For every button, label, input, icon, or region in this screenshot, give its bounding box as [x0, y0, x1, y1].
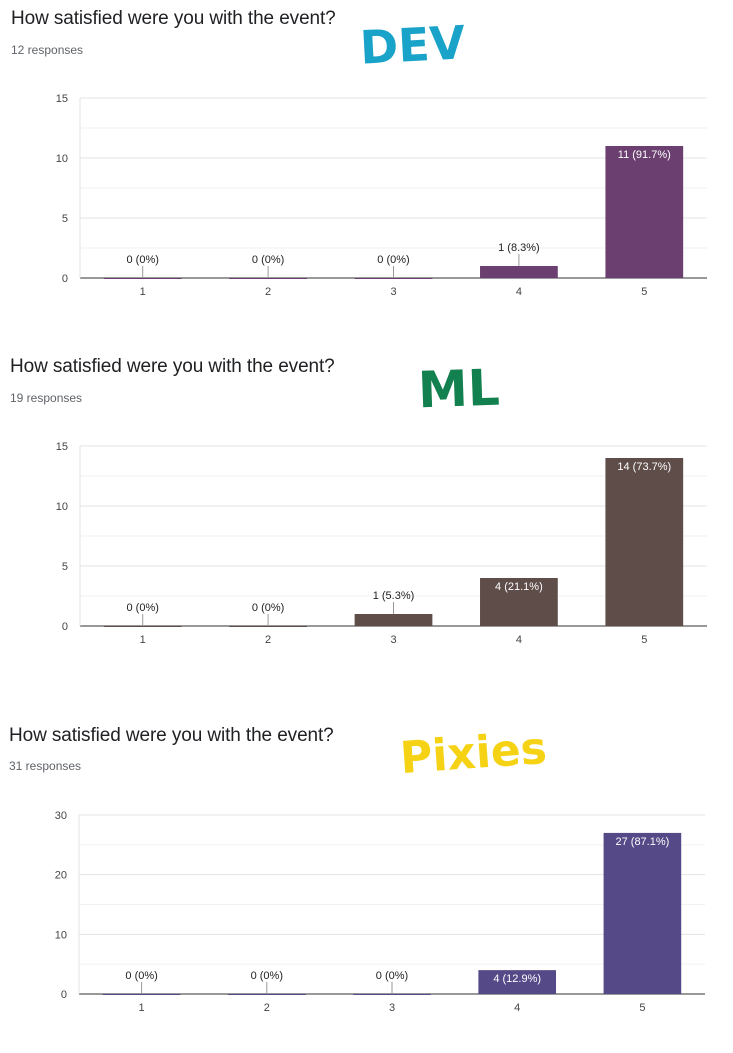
data-label: 0 (0%) [126, 602, 158, 614]
x-tick-label: 3 [390, 286, 396, 298]
data-label: 11 (91.7%) [618, 149, 671, 161]
x-tick-label: 2 [264, 1002, 270, 1014]
data-label: 0 (0%) [126, 254, 158, 266]
x-tick-label: 3 [389, 1002, 395, 1014]
y-tick-label: 15 [56, 93, 68, 105]
y-tick-label: 20 [55, 870, 67, 882]
bar [478, 970, 557, 994]
y-tick-label: 5 [62, 213, 68, 225]
x-tick-label: 4 [516, 286, 522, 298]
bar [102, 994, 181, 995]
bar [103, 278, 182, 279]
bar-chart-pixies: 0 10 20 30 1 0 (0%) 2 0 (0%) 3 0 (0%) 4 4 (12.9%) 5 2… [55, 810, 705, 1014]
y-tick-label: 30 [55, 810, 67, 822]
bar [229, 626, 307, 627]
bar [227, 994, 306, 995]
y-tick-label: 10 [55, 929, 67, 941]
question-title: How satisfied were you with the event? [11, 8, 336, 29]
bar-chart-ml: 0 5 10 15 1 0 (0%) 2 0 (0%) 3 1 (5.3%) 4 4 (21.1%) 5… [56, 441, 707, 646]
response-count: 19 responses [10, 391, 83, 405]
x-tick-label: 4 [514, 1002, 520, 1014]
data-label: 4 (21.1%) [495, 581, 543, 593]
data-label: 1 (5.3%) [373, 590, 415, 602]
bar [605, 458, 684, 626]
x-tick-label: 1 [140, 286, 146, 298]
bar [354, 614, 433, 626]
y-tick-label: 15 [56, 441, 68, 453]
x-tick-label: 1 [139, 1002, 145, 1014]
bar [480, 578, 558, 626]
x-tick-label: 2 [265, 286, 271, 298]
y-tick-label: 0 [61, 989, 67, 1001]
bar [353, 994, 431, 995]
data-label: 0 (0%) [252, 602, 284, 614]
x-tick-label: 2 [265, 634, 271, 646]
data-label: 0 (0%) [377, 254, 409, 266]
y-tick-label: 10 [56, 153, 68, 165]
y-tick-label: 0 [62, 621, 68, 633]
bar-chart-dev: 0 5 10 15 1 0 (0%) 2 0 (0%) 3 0 (0%) 4 1 (8.3%) 5 11 … [56, 93, 707, 298]
bar [603, 832, 682, 994]
x-tick-label: 5 [639, 1002, 645, 1014]
y-tick-label: 10 [56, 501, 68, 513]
x-tick-label: 1 [140, 634, 146, 646]
response-count: 12 responses [11, 43, 84, 57]
y-tick-label: 0 [62, 273, 68, 285]
y-tick-label: 5 [62, 561, 68, 573]
response-count: 31 responses [9, 759, 82, 773]
x-tick-label: 3 [390, 634, 396, 646]
data-label: 14 (73.7%) [617, 461, 671, 473]
data-label: 0 (0%) [376, 970, 408, 982]
bar [103, 626, 182, 627]
bar [354, 278, 433, 279]
data-label: 1 (8.3%) [498, 242, 540, 254]
question-title: How satisfied were you with the event? [9, 725, 334, 746]
data-label: 0 (0%) [125, 970, 157, 982]
bar [605, 146, 684, 278]
data-label: 27 (87.1%) [615, 836, 669, 848]
bar [229, 278, 307, 279]
x-tick-label: 5 [641, 634, 647, 646]
data-label: 0 (0%) [251, 970, 283, 982]
question-title: How satisfied were you with the event? [10, 356, 335, 377]
x-tick-label: 4 [516, 634, 522, 646]
data-label: 0 (0%) [252, 254, 284, 266]
data-label: 4 (12.9%) [493, 973, 541, 985]
bar [480, 266, 558, 278]
x-tick-label: 5 [641, 286, 647, 298]
